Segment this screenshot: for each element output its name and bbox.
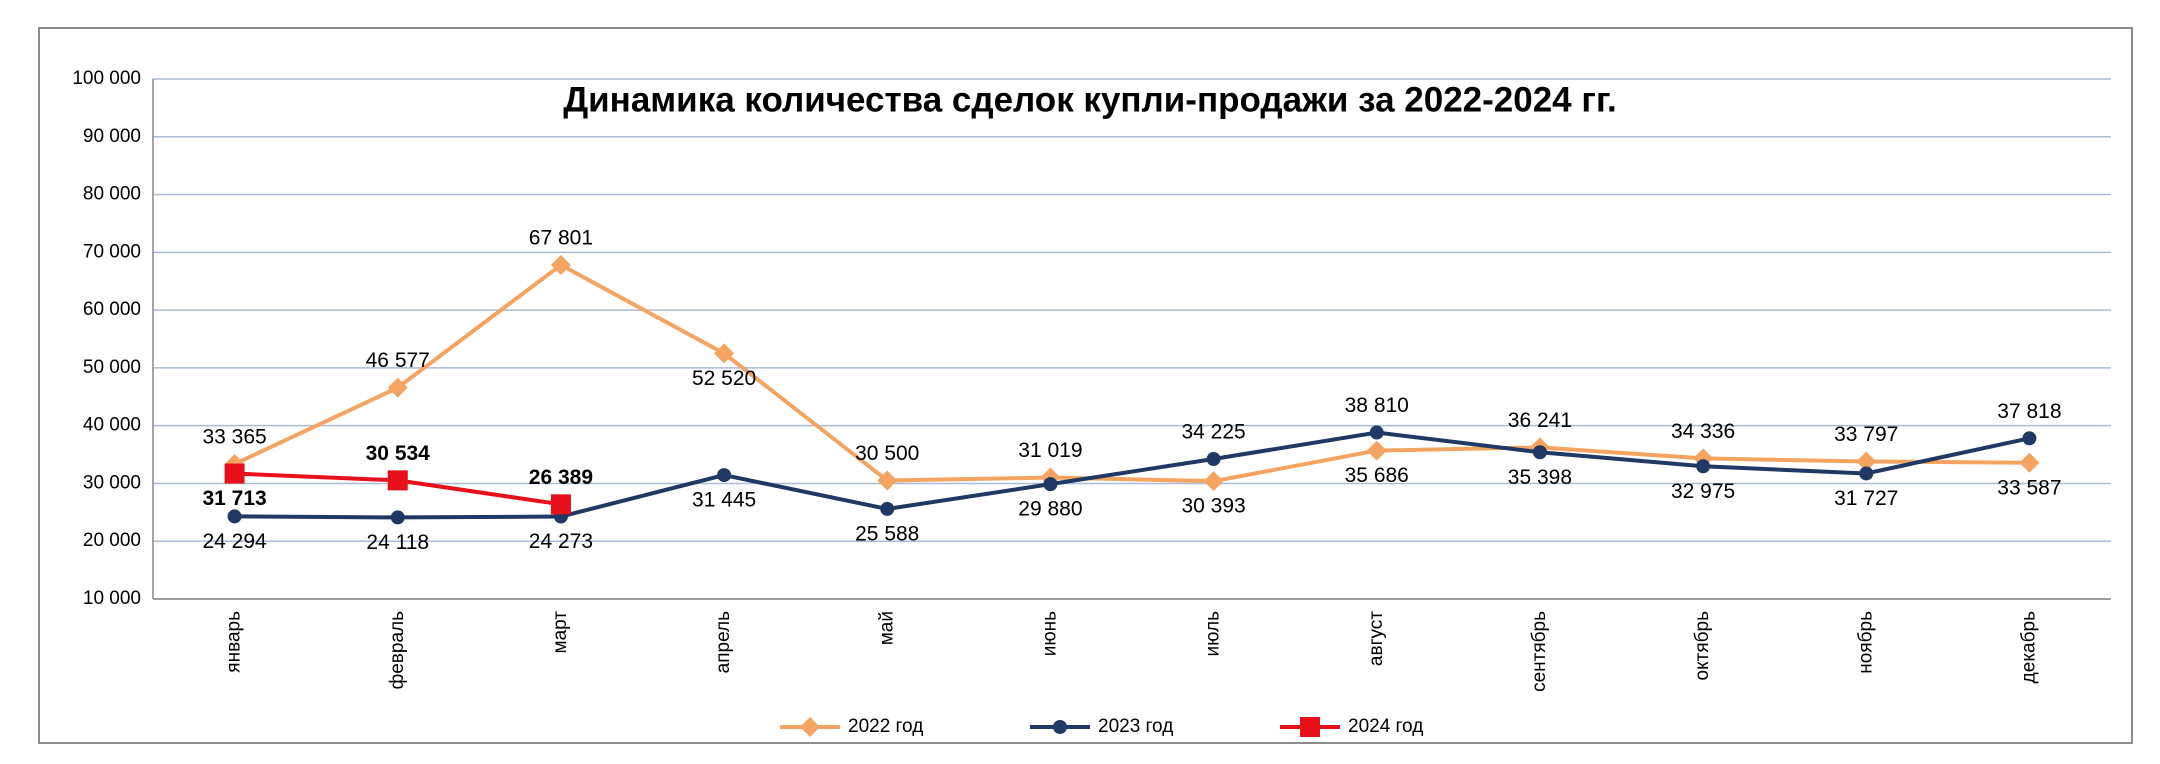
- marker: [550, 255, 571, 276]
- marker: [880, 501, 895, 516]
- x-tick-label: июнь: [1039, 611, 1060, 656]
- data-label: 34 336: [1671, 420, 1735, 443]
- data-label: 33 365: [202, 426, 266, 449]
- data-label: 30 393: [1181, 495, 1245, 518]
- marker: [390, 510, 405, 525]
- marker: [717, 468, 732, 483]
- y-tick-label: 30 000: [83, 472, 141, 493]
- data-label: 31 019: [1018, 439, 1082, 462]
- marker: [800, 717, 820, 737]
- x-tick-label: апрель: [713, 611, 734, 673]
- marker: [227, 509, 242, 524]
- data-label: 33 797: [1834, 423, 1898, 446]
- x-tick-label: декабрь: [2018, 611, 2039, 683]
- data-label: 33 587: [1997, 476, 2061, 499]
- marker: [1053, 720, 1067, 734]
- y-tick-label: 50 000: [83, 357, 141, 378]
- x-tick-label: февраль: [387, 611, 408, 690]
- data-label: 36 241: [1508, 409, 1572, 432]
- chart-title: Динамика количества сделок купли-продажи…: [563, 80, 1617, 119]
- data-label: 30 500: [855, 442, 919, 465]
- y-tick-label: 20 000: [83, 530, 141, 551]
- marker: [714, 343, 735, 364]
- marker: [387, 470, 408, 491]
- x-tick-label: ноябрь: [1855, 611, 1876, 674]
- series-line: [233, 263, 2030, 484]
- data-label: 32 975: [1671, 480, 1735, 503]
- marker: [1859, 466, 1874, 481]
- data-label: 30 534: [366, 442, 431, 465]
- data-label: 31 445: [692, 489, 756, 512]
- marker: [2022, 431, 2037, 446]
- marker: [1696, 459, 1711, 474]
- data-label: 52 520: [692, 367, 756, 390]
- marker: [877, 470, 898, 491]
- marker: [1203, 471, 1224, 492]
- x-tick-label: октябрь: [1692, 611, 1713, 681]
- data-label: 31 727: [1834, 487, 1898, 510]
- data-label: 67 801: [529, 227, 593, 250]
- x-tick-label: март: [550, 611, 571, 654]
- marker: [1043, 477, 1058, 492]
- legend-label: 2022 год: [848, 716, 923, 737]
- marker: [1856, 451, 1877, 472]
- y-tick-label: 100 000: [72, 68, 141, 89]
- data-label: 24 294: [202, 530, 267, 553]
- series-line: [234, 430, 2030, 520]
- data-label: 31 713: [202, 487, 266, 510]
- y-tick-label: 60 000: [83, 299, 141, 320]
- marker: [2019, 452, 2040, 473]
- x-tick-label: сентябрь: [1529, 611, 1550, 692]
- marker: [1369, 425, 1384, 440]
- x-tick-label: январь: [224, 611, 245, 673]
- data-label: 35 686: [1345, 464, 1409, 487]
- data-label: 29 880: [1018, 498, 1082, 521]
- y-tick-label: 10 000: [83, 588, 141, 609]
- data-label: 35 398: [1508, 466, 1572, 489]
- legend-label: 2024 год: [1348, 716, 1423, 737]
- y-tick-label: 40 000: [83, 415, 141, 436]
- y-tick-label: 70 000: [83, 241, 141, 262]
- marker: [224, 463, 245, 484]
- x-tick-label: август: [1366, 611, 1387, 666]
- x-tick-label: июль: [1203, 611, 1224, 657]
- data-label: 46 577: [366, 349, 430, 372]
- marker: [1206, 452, 1221, 467]
- data-label: 38 810: [1345, 394, 1409, 417]
- data-label: 26 389: [529, 466, 593, 489]
- marker: [550, 494, 571, 515]
- data-label: 25 588: [855, 522, 919, 545]
- marker: [1300, 717, 1320, 737]
- data-label: 24 273: [529, 530, 593, 553]
- marker: [1532, 445, 1547, 460]
- data-label: 37 818: [1997, 400, 2061, 423]
- y-tick-label: 90 000: [83, 126, 141, 147]
- marker: [1366, 440, 1387, 461]
- marker: [387, 377, 408, 398]
- legend-label: 2023 год: [1098, 716, 1173, 737]
- data-label: 34 225: [1181, 421, 1245, 444]
- data-label: 24 118: [366, 531, 429, 554]
- y-tick-label: 80 000: [83, 184, 141, 205]
- x-tick-label: май: [876, 611, 897, 645]
- chart-frame: [38, 27, 2133, 744]
